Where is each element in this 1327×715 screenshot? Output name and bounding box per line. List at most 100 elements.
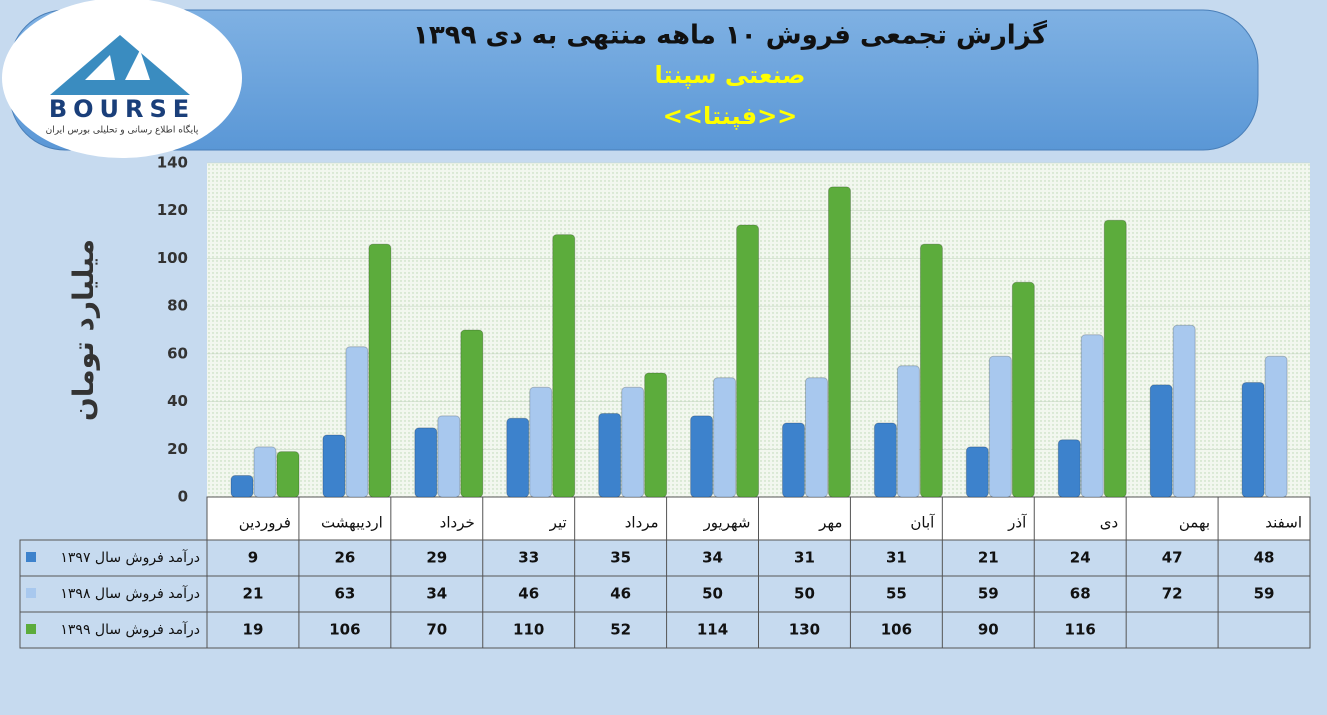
table-cell: 46 — [610, 585, 631, 603]
table-cell: 110 — [513, 621, 544, 639]
table-cell: 55 — [886, 585, 907, 603]
bar — [345, 346, 369, 498]
y-tick-label: 140 — [157, 154, 188, 172]
table-cell: 9 — [248, 549, 258, 567]
bar — [368, 243, 392, 498]
legend-swatch — [26, 588, 36, 598]
logo-mark — [85, 50, 150, 80]
legend-label: درآمد فروش سال ۱۳۹۸ — [60, 585, 200, 602]
x-tick-label: مهر — [818, 514, 842, 532]
table-cell: 130 — [789, 621, 820, 639]
x-tick-label: شهریور — [703, 514, 751, 532]
table-cell: 26 — [334, 549, 355, 567]
table-cell: 31 — [886, 549, 907, 567]
bar — [460, 329, 484, 498]
table-cell: 47 — [1162, 549, 1183, 567]
table-cell: 24 — [1070, 549, 1091, 567]
bar — [437, 415, 461, 498]
chart-title: گزارش تجمعی فروش ۱۰ ماهه منتهی به دی ۱۳۹… — [413, 20, 1048, 51]
x-tick-label: دی — [1100, 514, 1118, 532]
y-tick-label: 80 — [167, 297, 188, 315]
table-cell: 106 — [329, 621, 360, 639]
table-cell: 70 — [426, 621, 447, 639]
y-tick-label: 20 — [167, 440, 188, 458]
y-tick-label: 40 — [167, 392, 188, 410]
bar — [1172, 324, 1196, 498]
table-cell: 50 — [794, 585, 815, 603]
bar — [713, 377, 737, 498]
x-tick-label: اسفند — [1265, 514, 1302, 532]
bar — [552, 234, 576, 498]
x-tick-label: بهمن — [1179, 514, 1210, 532]
table-cell: 90 — [978, 621, 999, 639]
bar — [1149, 384, 1173, 498]
table-cell: 48 — [1254, 549, 1275, 567]
y-tick-label: 100 — [157, 249, 188, 267]
x-tick-label: مرداد — [625, 514, 659, 532]
legend-label: درآمد فروش سال ۱۳۹۹ — [60, 621, 200, 638]
table-cell: 31 — [794, 549, 815, 567]
bar — [644, 372, 668, 498]
table-cell: 33 — [518, 549, 539, 567]
bar — [805, 377, 828, 498]
table-cell: 29 — [426, 549, 447, 567]
bar — [322, 434, 346, 498]
bar — [529, 386, 553, 498]
bar — [621, 386, 645, 498]
y-tick-label: 120 — [157, 201, 188, 219]
x-tick-label: اردیبهشت — [321, 514, 383, 532]
x-tick-label: فروردین — [239, 514, 291, 532]
legend-label: درآمد فروش سال ۱۳۹۷ — [60, 549, 200, 566]
table-cell: 72 — [1162, 585, 1183, 603]
chart-subtitle: صنعتی سپنتا — [655, 61, 806, 89]
table-cell: 59 — [1254, 585, 1275, 603]
y-axis-title: میلیارد تومان — [67, 239, 100, 421]
table-cell: 59 — [978, 585, 999, 603]
bar — [1103, 219, 1127, 498]
bar — [782, 422, 805, 498]
table-cell: 106 — [881, 621, 912, 639]
legend-swatch — [26, 552, 36, 562]
table-cell: 21 — [243, 585, 264, 603]
table-cell: 34 — [426, 585, 447, 603]
bar — [598, 413, 622, 498]
table-cell: 68 — [1070, 585, 1091, 603]
table-cell: 19 — [243, 621, 264, 639]
chart-symbol: <<فپنتا>> — [663, 102, 798, 130]
bar — [736, 224, 760, 498]
table-bg — [19, 539, 1311, 649]
legend-swatch — [26, 624, 36, 634]
bar — [506, 417, 530, 498]
table-cell: 50 — [702, 585, 723, 603]
x-tick-label: تیر — [549, 514, 567, 532]
bar — [1241, 381, 1265, 498]
table-cell: 34 — [702, 549, 723, 567]
table-cell: 21 — [978, 549, 999, 567]
bar — [276, 451, 300, 498]
y-tick-label: 0 — [178, 488, 188, 506]
bar — [230, 475, 254, 498]
bar — [988, 355, 1012, 498]
table-cell: 46 — [518, 585, 539, 603]
y-tick-label: 60 — [167, 344, 188, 362]
x-tick-label: آذر — [1007, 514, 1027, 532]
x-tick-label: خرداد — [440, 514, 475, 532]
logo-tagline: پایگاه اطلاع رسانی و تحلیلی بورس ایران — [46, 124, 199, 136]
table-cell: 114 — [697, 621, 728, 639]
bar — [896, 365, 920, 498]
table-cell: 35 — [610, 549, 631, 567]
bar — [965, 446, 989, 498]
table-cell: 52 — [610, 621, 631, 639]
bar — [253, 446, 277, 498]
bar — [873, 422, 897, 498]
x-tick-label: آبان — [910, 514, 935, 532]
table-cell: 116 — [1065, 621, 1096, 639]
table-cell: 63 — [334, 585, 355, 603]
bar — [1057, 439, 1081, 498]
bar — [414, 427, 438, 498]
bar — [1011, 281, 1035, 498]
bar — [690, 415, 714, 498]
bar — [1264, 355, 1288, 498]
bar — [1080, 334, 1104, 498]
